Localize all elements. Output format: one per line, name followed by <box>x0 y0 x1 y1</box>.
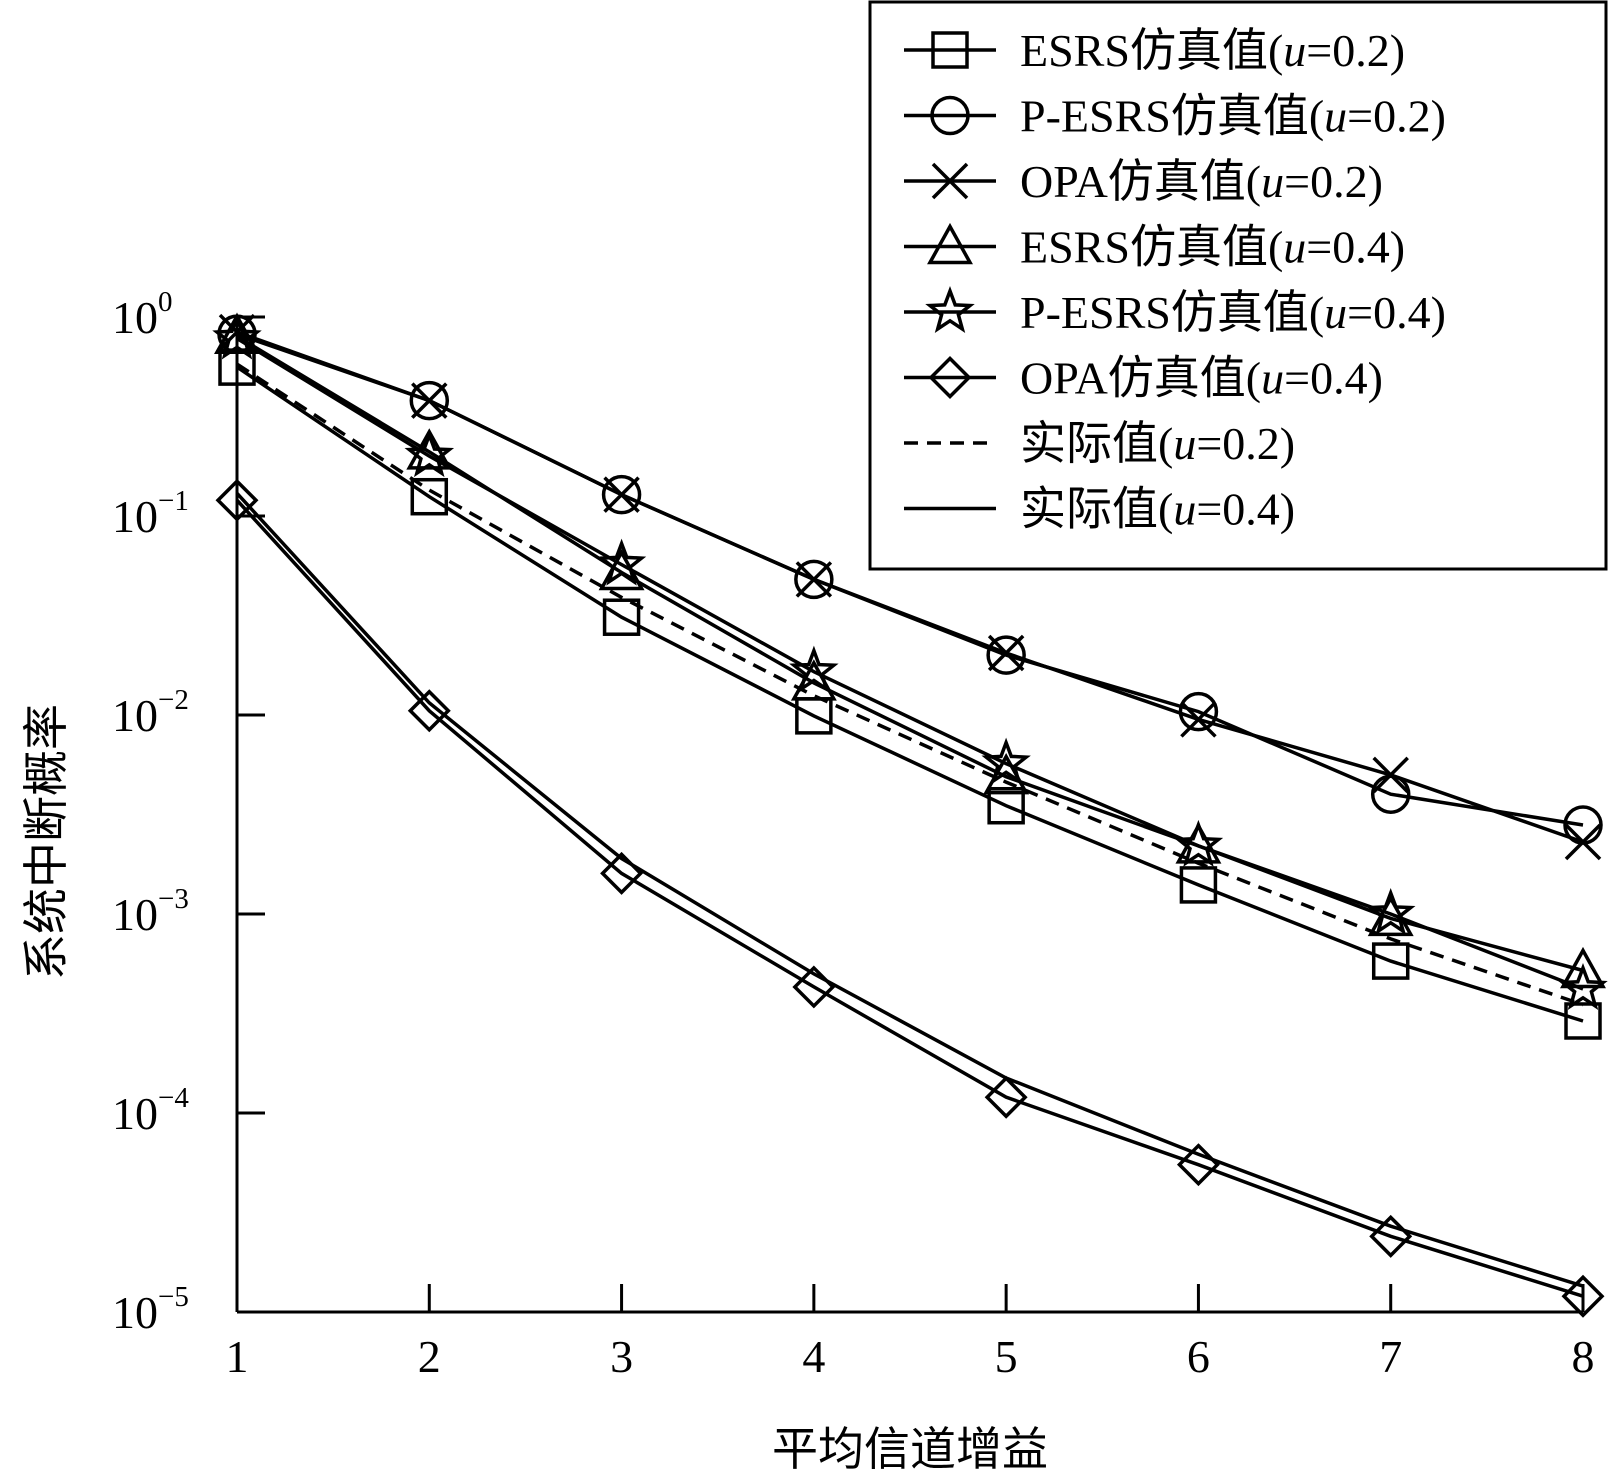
data-point-square <box>1179 866 1218 904</box>
data-point-square <box>410 477 449 516</box>
data-point-star <box>404 430 455 478</box>
legend-item: 实际值(u=0.4) <box>904 484 1295 535</box>
data-point-star <box>1365 888 1416 936</box>
x-tick-label: 1 <box>226 1331 249 1382</box>
legend-label: P-ESRS仿真值(u=0.4) <box>1020 287 1446 338</box>
legend-label: OPA仿真值(u=0.2) <box>1020 156 1383 207</box>
legend-label: 实际值(u=0.4) <box>1020 484 1295 535</box>
series-line <box>236 362 1584 1007</box>
series-line <box>236 365 1584 1023</box>
legend-label: P-ESRS仿真值(u=0.2) <box>1020 91 1446 142</box>
x-tick-label: 7 <box>1379 1331 1402 1382</box>
legend-box <box>868 0 1608 571</box>
y-tick-label: 10−4 <box>112 1082 189 1139</box>
data-point-star <box>789 645 839 693</box>
series-line <box>235 499 1584 1298</box>
x-tick-label: 8 <box>1572 1331 1595 1382</box>
data-point-circle <box>986 635 1026 675</box>
data-point-x <box>987 634 1025 672</box>
series-6 <box>236 362 1584 1007</box>
legend-item: P-ESRS仿真值(u=0.2) <box>904 91 1446 142</box>
data-point-x <box>795 561 833 598</box>
legend-item: ESRS仿真值(u=0.2) <box>904 25 1405 76</box>
data-point-star <box>212 312 262 360</box>
data-point-x <box>1372 756 1409 794</box>
legend-item: ESRS仿真值(u=0.4) <box>904 222 1405 273</box>
data-point-diamond <box>1561 1274 1605 1318</box>
series-line <box>236 337 1584 991</box>
x-tick-label: 3 <box>610 1331 633 1382</box>
data-point-diamond <box>215 478 259 522</box>
data-point-star <box>981 737 1031 785</box>
data-point-x <box>411 382 448 419</box>
data-point-square <box>987 786 1025 825</box>
series-7 <box>235 492 1584 1288</box>
y-tick-label: 100 <box>112 286 173 343</box>
legend-marker-x <box>931 162 969 200</box>
data-point-square <box>602 598 641 636</box>
data-point-x <box>1180 701 1217 738</box>
legend-label: ESRS仿真值(u=0.4) <box>1020 222 1405 273</box>
series-line <box>236 334 1584 973</box>
legend-item: P-ESRS仿真值(u=0.4) <box>904 286 1446 338</box>
legend-label: ESRS仿真值(u=0.2) <box>1020 25 1405 76</box>
legend-marker-square <box>931 31 969 69</box>
legend: ESRS仿真值(u=0.2) P-ESRS仿真值(u=0.2) OPA仿真值(u=0… <box>868 0 1608 571</box>
data-point-square <box>218 348 256 386</box>
data-point-circle <box>794 559 834 600</box>
legend-item: OPA仿真值(u=0.2) <box>904 156 1383 207</box>
data-point-x <box>1564 823 1602 861</box>
series-4 <box>212 312 1608 1011</box>
x-axis-title: 平均信道增益 <box>772 1422 1048 1476</box>
legend-marker-circle <box>930 95 970 136</box>
y-tick-label: 10−5 <box>112 1281 189 1338</box>
y-tick-label: 10−3 <box>112 883 189 940</box>
y-axis-title: 系统中断概率 <box>19 704 73 980</box>
data-point-diamond <box>984 1075 1028 1119</box>
data-point-diamond <box>407 689 451 733</box>
data-point-triangle <box>1560 946 1606 989</box>
data-point-square <box>1371 942 1410 980</box>
legend-label: OPA仿真值(u=0.4) <box>1020 353 1383 404</box>
legend-item: 实际值(u=0.2) <box>904 418 1295 469</box>
data-point-circle <box>601 474 642 515</box>
y-tick-label: 10−2 <box>112 684 189 741</box>
data-point-triangle <box>1367 894 1414 937</box>
legend-marker-star <box>925 286 975 334</box>
x-tick-label: 2 <box>418 1331 441 1382</box>
data-point-x <box>603 476 640 513</box>
legend-item: OPA仿真值(u=0.4) <box>904 353 1383 404</box>
y-tick-label: 10−1 <box>112 485 189 542</box>
data-point-star <box>1558 963 1608 1011</box>
data-point-star <box>1173 819 1224 867</box>
plot-area <box>212 312 1608 1318</box>
x-tick-label: 4 <box>802 1331 825 1382</box>
x-tick-label: 5 <box>995 1331 1018 1382</box>
data-point-circle <box>409 380 450 421</box>
axes: 1 2 3 4 5 6 7 8 100 10−1 10−2 10−3 10−4 10−5 平均信道增益 系统中… <box>19 286 1595 1476</box>
data-point-triangle <box>214 312 260 355</box>
series-2 <box>218 313 1602 861</box>
x-tick-label: 6 <box>1187 1331 1210 1382</box>
series-line <box>235 492 1584 1288</box>
series-0 <box>218 348 1602 1040</box>
legend-label: 实际值(u=0.2) <box>1020 418 1295 469</box>
legend-marker-triangle <box>927 222 973 265</box>
series-line <box>236 330 1584 844</box>
legend-marker-diamond <box>928 356 972 399</box>
data-point-star <box>596 538 647 586</box>
